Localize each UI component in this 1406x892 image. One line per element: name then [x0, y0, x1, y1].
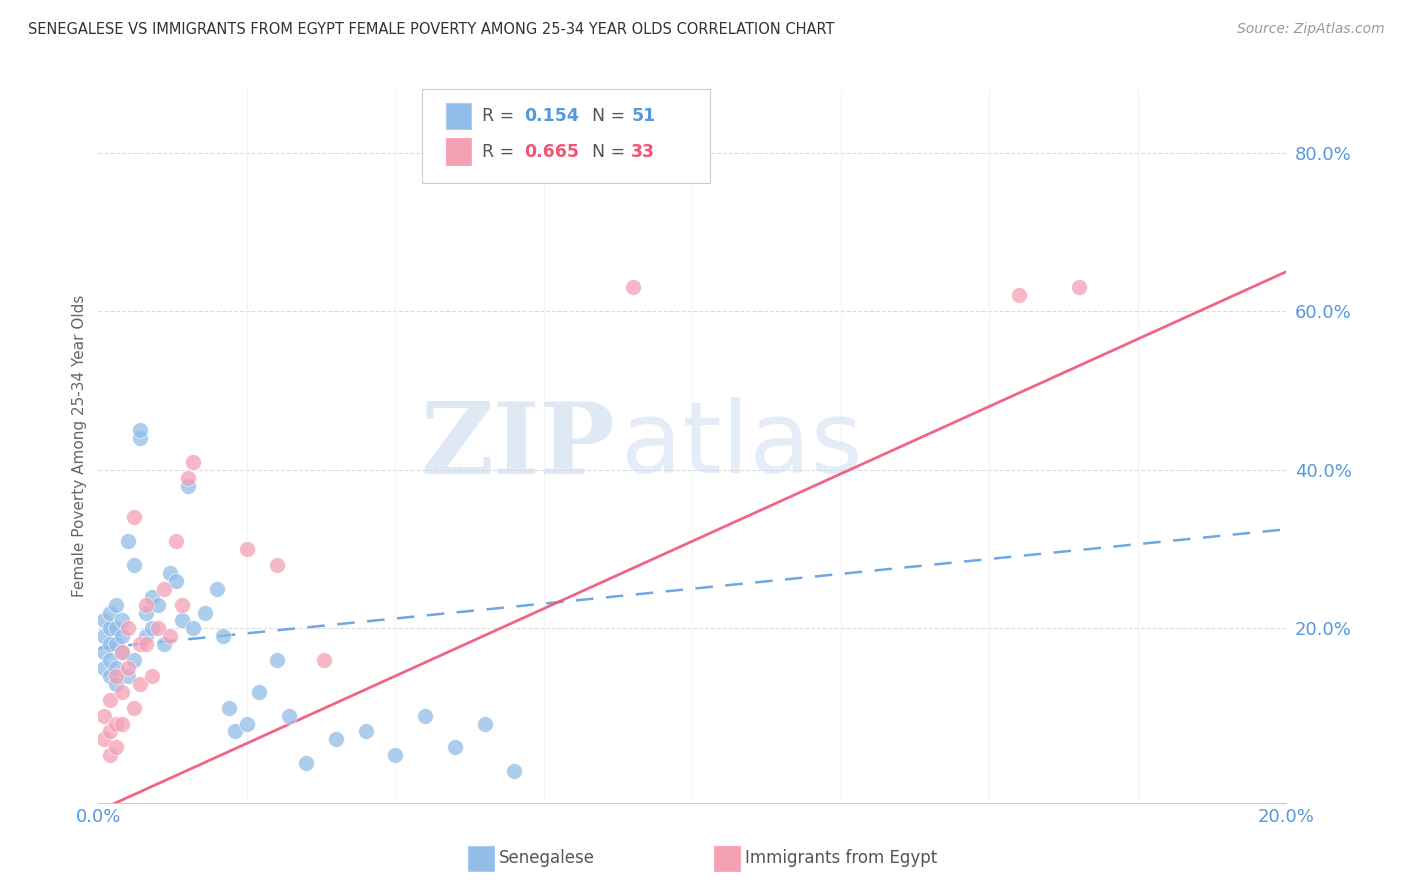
- Point: [141, 621, 163, 635]
- Point: [122, 558, 145, 572]
- Text: R =: R =: [482, 107, 520, 125]
- Point: [117, 534, 139, 549]
- Point: [146, 621, 169, 635]
- Point: [152, 637, 174, 651]
- Point: [176, 478, 198, 492]
- Point: [105, 637, 128, 651]
- Point: [295, 756, 318, 771]
- Point: [165, 574, 187, 588]
- Point: [212, 629, 235, 643]
- Point: [93, 629, 115, 643]
- Point: [1008, 288, 1031, 302]
- Point: [266, 653, 288, 667]
- Point: [122, 700, 145, 714]
- Point: [183, 455, 205, 469]
- Point: [111, 614, 134, 628]
- Text: N =: N =: [581, 143, 630, 161]
- Point: [105, 598, 128, 612]
- Text: 0.665: 0.665: [524, 143, 579, 161]
- Point: [93, 645, 115, 659]
- Point: [218, 700, 240, 714]
- Point: [354, 724, 377, 739]
- Point: [122, 653, 145, 667]
- Point: [141, 590, 163, 604]
- Point: [98, 748, 121, 763]
- Point: [194, 606, 217, 620]
- Point: [98, 621, 121, 635]
- Point: [98, 669, 121, 683]
- Point: [98, 692, 121, 706]
- Point: [93, 708, 115, 723]
- Point: [152, 582, 174, 596]
- Point: [105, 661, 128, 675]
- Point: [236, 542, 259, 557]
- Point: [165, 534, 187, 549]
- Point: [135, 629, 157, 643]
- Point: [105, 716, 128, 731]
- Point: [247, 685, 270, 699]
- Text: SENEGALESE VS IMMIGRANTS FROM EGYPT FEMALE POVERTY AMONG 25-34 YEAR OLDS CORRELA: SENEGALESE VS IMMIGRANTS FROM EGYPT FEMA…: [28, 22, 835, 37]
- Point: [1067, 280, 1090, 294]
- Point: [105, 677, 128, 691]
- Point: [159, 566, 181, 580]
- Text: N =: N =: [581, 107, 630, 125]
- Point: [111, 716, 134, 731]
- Point: [146, 598, 169, 612]
- Point: [111, 645, 134, 659]
- Point: [98, 724, 121, 739]
- Text: ZIP: ZIP: [420, 398, 616, 494]
- Point: [111, 629, 134, 643]
- Point: [117, 669, 139, 683]
- Point: [129, 423, 152, 437]
- Text: Senegalese: Senegalese: [499, 849, 595, 867]
- Point: [105, 621, 128, 635]
- Point: [503, 764, 526, 778]
- Point: [129, 677, 152, 691]
- Text: 0.154: 0.154: [524, 107, 579, 125]
- Point: [413, 708, 436, 723]
- Text: R =: R =: [482, 143, 520, 161]
- Point: [325, 732, 347, 747]
- Point: [170, 614, 193, 628]
- Point: [129, 637, 152, 651]
- Point: [277, 708, 299, 723]
- Point: [105, 669, 128, 683]
- Text: 33: 33: [631, 143, 655, 161]
- Point: [122, 510, 145, 524]
- Text: Immigrants from Egypt: Immigrants from Egypt: [745, 849, 938, 867]
- Point: [117, 621, 139, 635]
- Point: [159, 629, 181, 643]
- Point: [98, 637, 121, 651]
- Point: [135, 606, 157, 620]
- Point: [224, 724, 246, 739]
- Point: [93, 732, 115, 747]
- Point: [384, 748, 406, 763]
- Point: [205, 582, 228, 596]
- Point: [98, 606, 121, 620]
- Point: [135, 598, 157, 612]
- Point: [266, 558, 288, 572]
- Point: [170, 598, 193, 612]
- Point: [314, 653, 336, 667]
- Point: [111, 685, 134, 699]
- Y-axis label: Female Poverty Among 25-34 Year Olds: Female Poverty Among 25-34 Year Olds: [72, 295, 87, 597]
- Point: [621, 280, 644, 294]
- Point: [183, 621, 205, 635]
- Point: [236, 716, 259, 731]
- Point: [443, 740, 465, 755]
- Point: [176, 471, 198, 485]
- Text: 51: 51: [631, 107, 655, 125]
- Point: [117, 661, 139, 675]
- Point: [105, 740, 128, 755]
- Text: atlas: atlas: [621, 398, 863, 494]
- Point: [141, 669, 163, 683]
- Point: [98, 653, 121, 667]
- Point: [93, 661, 115, 675]
- Point: [129, 431, 152, 445]
- Text: Source: ZipAtlas.com: Source: ZipAtlas.com: [1237, 22, 1385, 37]
- Point: [474, 716, 496, 731]
- Point: [93, 614, 115, 628]
- Point: [135, 637, 157, 651]
- Point: [111, 645, 134, 659]
